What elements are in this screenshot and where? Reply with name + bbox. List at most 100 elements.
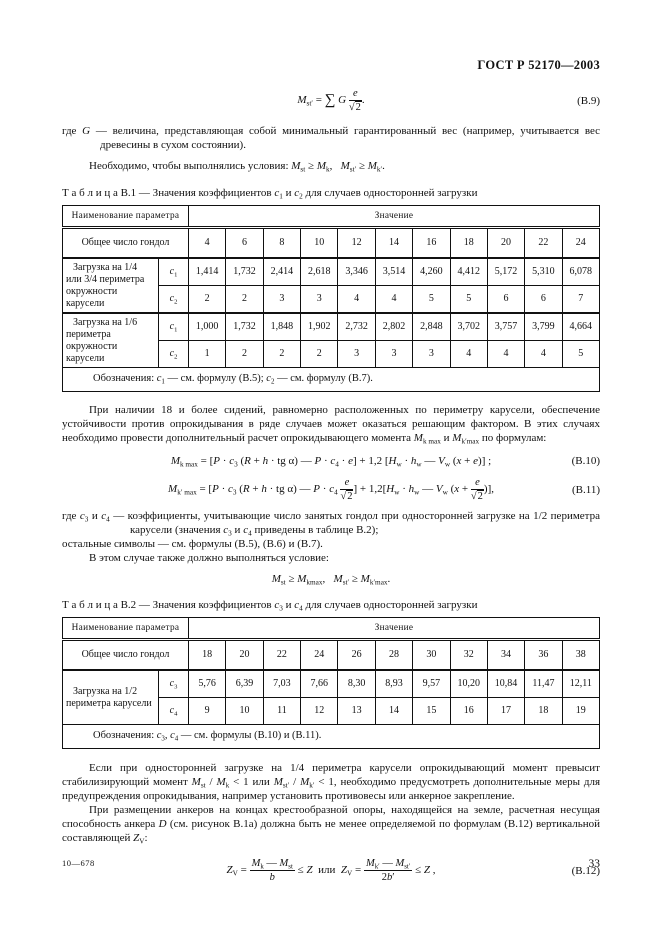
paragraph-anchors: При размещении анкеров на концах крестоо… [62, 804, 601, 846]
value-cell: 3,757 [486, 312, 526, 342]
coef-c4-label: c4 [158, 697, 189, 726]
value-cell: 2,618 [300, 257, 339, 287]
value-cell: 11 [262, 697, 302, 726]
coef-c1-label: c1 [158, 257, 189, 287]
value-cell: 1 [187, 340, 227, 369]
table-b1-gondola-row: Общее число гондол 4 6 8 10 12 14 16 18 20 22 24 [62, 227, 601, 260]
value-cell: 6,39 [225, 669, 264, 699]
standard-number: ГОСТ Р 52170—2003 [477, 58, 600, 72]
value-cell: 8 [262, 227, 302, 260]
value-cell: 3 [300, 285, 339, 314]
value-cell: 26 [337, 639, 376, 672]
formula-b9-body: Mst′ = ∑ G e √2. [297, 88, 365, 114]
value-cell: 7,03 [262, 669, 302, 699]
formula-b11: Mk′ max = [P · c3 (R + h · tg α) — P · c… [62, 477, 600, 503]
table-b2-group-label: Загрузка на 1/2 периметра карусели [62, 669, 159, 726]
value-cell: 28 [374, 639, 414, 672]
value-cell: 4 [449, 340, 488, 369]
value-cell: 1,902 [300, 312, 339, 342]
value-cell: 11,47 [524, 669, 563, 699]
table-b2-caption: Т а б л и ц а В.2 — Значения коэффициент… [62, 599, 478, 613]
table-b2-param-header: Наименование параметра [62, 617, 189, 642]
value-cell: 3 [412, 340, 451, 369]
value-cell: 6 [486, 285, 526, 314]
value-cell: 2,802 [374, 312, 414, 342]
value-cell: 22 [524, 227, 563, 260]
value-cell: 2 [300, 340, 339, 369]
value-cell: 38 [561, 639, 601, 672]
formula-b10: Mk max = [P · c3 (R + h · tg α) — P · c4… [62, 454, 600, 468]
value-cell: 19 [561, 697, 601, 726]
value-cell: 3,346 [337, 257, 376, 287]
value-cell: 24 [300, 639, 339, 672]
value-cell: 7 [561, 285, 601, 314]
value-cell: 10 [225, 697, 264, 726]
formula-b11-body: Mk′ max = [P · c3 (R + h · tg α) — P · c… [168, 477, 494, 503]
value-cell: 3,799 [524, 312, 563, 342]
value-cell: 22 [262, 639, 302, 672]
value-cell: 10 [300, 227, 339, 260]
value-cell: 1,414 [187, 257, 227, 287]
value-cell: 2 [225, 340, 264, 369]
value-cell: 1,732 [225, 257, 264, 287]
formula-b12-number: (В.12) [571, 864, 600, 877]
value-cell: 5,310 [524, 257, 563, 287]
value-cell: 8,93 [374, 669, 414, 699]
value-cell: 7,66 [300, 669, 339, 699]
table-b1-group1-c1-row: Загрузка на 1/4 или 3/4 периметра окружн… [62, 257, 601, 314]
value-cell: 17 [486, 697, 526, 726]
print-order-mark: 10—678 [62, 858, 95, 868]
paragraph-g-definition: где G — величина, представляющая собой м… [62, 125, 600, 152]
value-cell: 18 [524, 697, 563, 726]
formula-b11-number: (В.11) [571, 483, 600, 496]
formula-b10-number: (В.10) [571, 455, 600, 468]
value-cell: 1,848 [262, 312, 302, 342]
table-b1: Наименование параметра Значение Общее чи… [62, 205, 601, 393]
value-cell: 4,260 [412, 257, 451, 287]
paragraph-c3-c4: где c3 и c4 — коэффициенты, учитывающие … [62, 510, 600, 538]
table-b1-gondola-label: Общее число гондол [62, 227, 189, 260]
value-cell: 5,172 [486, 257, 526, 287]
value-cell: 16 [449, 697, 488, 726]
value-cell: 2,732 [337, 312, 376, 342]
coef-c3-label: c3 [158, 669, 189, 699]
value-cell: 14 [374, 227, 414, 260]
value-cell: 4 [524, 340, 563, 369]
value-cell: 18 [449, 227, 488, 260]
table-b1-value-header: Значение [188, 205, 600, 230]
value-cell: 6 [225, 227, 264, 260]
formula-b10-body: Mk max = [P · c3 (R + h · tg α) — P · c4… [170, 455, 492, 469]
value-cell: 12,11 [561, 669, 601, 699]
value-cell: 34 [486, 639, 526, 672]
paragraph-conditions: Необходимо, чтобы выполнялись условия: M… [89, 160, 385, 174]
table-b1-footnote: Обозначения: c1 — см. формулу (В.5); c2 … [62, 367, 600, 393]
table-b1-group2-label: Загрузка на 1/6 периметра окружности кар… [62, 312, 159, 369]
value-cell: 8,30 [337, 669, 376, 699]
value-cell: 4,664 [561, 312, 601, 342]
paragraph-case: В этом случае также должно выполняться у… [89, 552, 329, 565]
formula-b9: Mst′ = ∑ G e √2. (В.9) [62, 88, 600, 114]
table-b2-value-header: Значение [188, 617, 600, 642]
value-cell: 4 [337, 285, 376, 314]
value-cell: 5 [449, 285, 488, 314]
value-cell: 1,000 [187, 312, 227, 342]
value-cell: 32 [449, 639, 488, 672]
value-cell: 3,514 [374, 257, 414, 287]
page-number: 33 [588, 858, 601, 870]
formula-b12-body: ZV = Mk — Mst b ≤ Z или ZV = Mk′ — Mst′ 2b… [226, 858, 436, 884]
paragraph-other-symbols: остальные символы — см. формулы (В.5), (… [62, 538, 323, 551]
value-cell: 12 [337, 227, 376, 260]
condition-max: Mst ≥ Mkmax, Mst′ ≥ Mk′max. [271, 573, 391, 587]
value-cell: 2,414 [262, 257, 302, 287]
paragraph-overturning: Если при односторонней загрузке на 1/4 п… [62, 762, 601, 803]
value-cell: 2,848 [412, 312, 451, 342]
value-cell: 4 [187, 227, 227, 260]
value-cell: 13 [337, 697, 376, 726]
table-b2: Наименование параметра Значение Общее чи… [62, 617, 601, 750]
value-cell: 3,702 [449, 312, 488, 342]
value-cell: 3 [337, 340, 376, 369]
value-cell: 1,732 [225, 312, 264, 342]
value-cell: 15 [412, 697, 451, 726]
value-cell: 5 [561, 340, 601, 369]
